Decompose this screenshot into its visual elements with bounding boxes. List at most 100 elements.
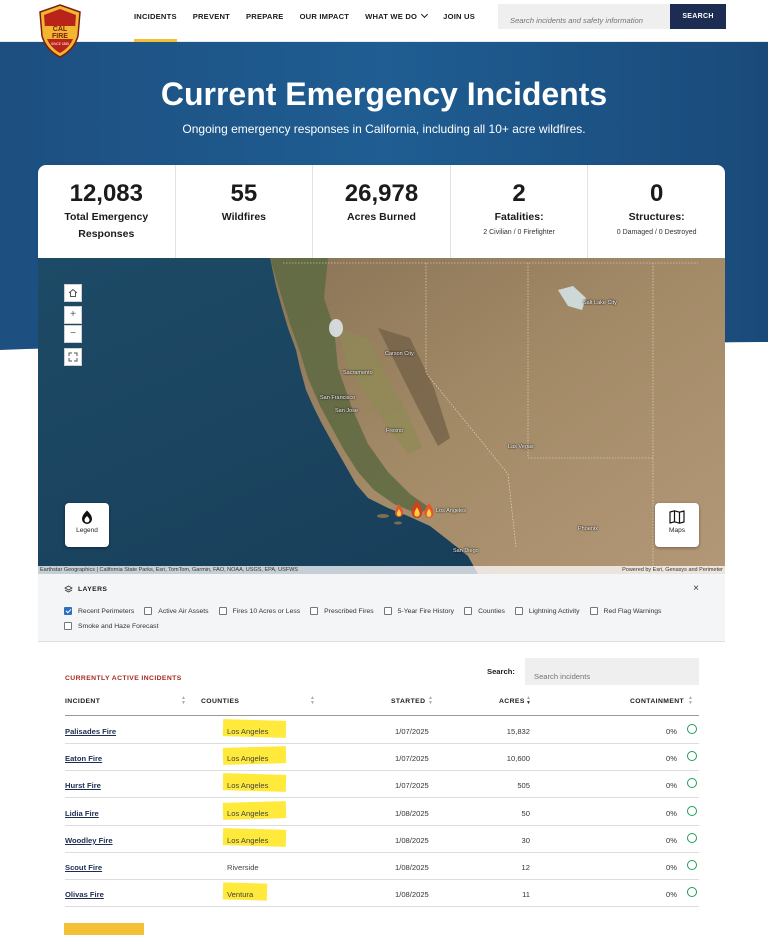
containment-ring-icon: [687, 724, 697, 734]
sort-icon[interactable]: ▲ ▼: [181, 695, 186, 706]
started-cell: 1/08/2025: [395, 835, 429, 845]
table-row[interactable]: Olivas Fire Ventura 1/08/2025 11 0%: [65, 880, 699, 908]
table-row[interactable]: Eaton Fire Los Angeles 1/07/2025 10,600 0%: [65, 744, 699, 772]
table-row[interactable]: Hurst Fire Los Angeles 1/07/2025 505 0%: [65, 771, 699, 799]
maps-button[interactable]: Maps: [655, 503, 699, 547]
view-map-button[interactable]: [64, 923, 144, 935]
containment-ring-icon: [687, 805, 697, 816]
checkbox[interactable]: [589, 607, 598, 615]
nav-prevent[interactable]: PREVENT: [185, 0, 238, 42]
stat-structures: 0 Structures: 0 Damaged / 0 Destroyed: [588, 165, 725, 258]
incident-name-link[interactable]: Olivas Fire: [65, 890, 104, 900]
incident-name-link[interactable]: Lidia Fire: [65, 808, 99, 818]
flame-icon: [82, 510, 92, 524]
started-cell: 1/07/2025: [395, 781, 429, 791]
layer-label: Smoke and Haze Forecast: [78, 622, 159, 630]
layer-label: Red Flag Warnings: [603, 607, 662, 615]
sort-icon[interactable]: ▲ ▼: [310, 695, 315, 706]
incident-name-link[interactable]: Hurst Fire: [65, 781, 101, 791]
attribution-right: Powered by Esri, Genasys and Perimeter: [622, 567, 723, 573]
table-row[interactable]: Woodley Fire Los Angeles 1/08/2025 30 0%: [65, 826, 699, 853]
fire-marker-icon[interactable]: [422, 502, 436, 520]
fullscreen-button[interactable]: [64, 348, 82, 366]
city-label: Phoenix: [578, 526, 598, 532]
svg-text:CAL: CAL: [53, 26, 68, 33]
col-started[interactable]: STARTED: [391, 698, 426, 705]
checkbox[interactable]: [64, 622, 72, 630]
containment-cell: 0%: [666, 808, 677, 818]
checkbox[interactable]: [144, 607, 153, 615]
close-icon[interactable]: ×: [693, 583, 699, 594]
checkbox[interactable]: [310, 607, 319, 615]
layer-counties[interactable]: Counties: [464, 607, 505, 615]
table-row[interactable]: Scout Fire Riverside 1/08/2025 12 0%: [65, 853, 699, 880]
maps-label: Maps: [669, 527, 685, 534]
layer-5yr-fire-history[interactable]: 5-Year Fire History: [383, 607, 455, 615]
table-search-input[interactable]: [525, 658, 699, 685]
map-home-button[interactable]: [64, 284, 82, 302]
fire-marker-icon[interactable]: [393, 504, 405, 518]
checkbox[interactable]: [464, 607, 473, 615]
svg-text:FIRE: FIRE: [52, 33, 68, 40]
stat-wildfires: 55 Wildfires: [176, 165, 314, 258]
layer-options-row-2: Smoke and Haze Forecast: [64, 622, 168, 630]
stat-value: 26,978: [344, 180, 419, 207]
checkbox[interactable]: [514, 607, 523, 615]
layer-smoke-haze[interactable]: Smoke and Haze Forecast: [64, 622, 158, 630]
layer-red-flag-warnings[interactable]: Red Flag Warnings: [589, 607, 662, 615]
incidents-table-section: CURRENTLY ACTIVE INCIDENTS Search: INCID…: [38, 642, 725, 935]
county-cell: Los Angeles: [227, 808, 269, 818]
acres-cell: 50: [521, 808, 530, 818]
stats-card: 12,083 Total Emergency Responses 55 Wild…: [38, 165, 725, 258]
nav-our-impact-label: OUR IMPACT: [299, 12, 350, 21]
table-row[interactable]: Palisades Fire Los Angeles 1/07/2025 15,832…: [65, 717, 699, 744]
checkbox[interactable]: [383, 607, 392, 615]
col-incident[interactable]: INCIDENT: [65, 698, 101, 705]
search-button[interactable]: SEARCH: [670, 4, 726, 29]
nav-what-we-do[interactable]: WHAT WE DO: [357, 0, 435, 42]
col-counties[interactable]: COUNTIES: [201, 698, 240, 705]
zoom-in-button[interactable]: +: [64, 306, 82, 324]
legend-button[interactable]: Legend: [65, 503, 109, 547]
nav-join-us[interactable]: JOIN US: [435, 0, 483, 42]
stat-value: 0: [649, 180, 664, 207]
acres-cell: 30: [521, 835, 530, 845]
zoom-out-button[interactable]: −: [64, 325, 82, 343]
incident-name-link[interactable]: Woodley Fire: [65, 835, 113, 845]
col-acres[interactable]: ACRES: [499, 698, 525, 705]
stat-label: Structures:: [628, 211, 685, 223]
layer-prescribed-fires[interactable]: Prescribed Fires: [310, 607, 374, 615]
layer-label: Lightning Activity: [528, 607, 580, 615]
incident-name-link[interactable]: Palisades Fire: [65, 727, 117, 736]
nav-our-impact[interactable]: OUR IMPACT: [292, 0, 358, 42]
layers-panel: LAYERS × Recent Perimeters Active Air As…: [38, 574, 725, 642]
nav-incidents[interactable]: INCIDENTS: [126, 0, 185, 42]
sort-icon[interactable]: ▲ ▼: [688, 695, 693, 706]
checkbox-checked[interactable]: [64, 607, 72, 615]
incident-name-link[interactable]: Scout Fire: [65, 863, 103, 872]
containment-cell: 0%: [666, 754, 677, 764]
city-label: Los Angeles: [436, 508, 466, 514]
layer-fires-10-acres[interactable]: Fires 10 Acres or Less: [218, 607, 301, 615]
fire-marker-icon[interactable]: [409, 500, 425, 520]
col-containment[interactable]: CONTAINMENT: [630, 698, 685, 705]
incident-map[interactable]: Salt Lake City Carson City Sacramento Sa…: [38, 258, 725, 574]
sort-icon[interactable]: ▲ ▼: [428, 695, 433, 706]
layer-lightning-activity[interactable]: Lightning Activity: [514, 607, 580, 615]
nav-join-us-label: JOIN US: [443, 12, 475, 21]
layer-recent-perimeters[interactable]: Recent Perimeters: [64, 607, 134, 615]
layer-label: 5-Year Fire History: [397, 607, 455, 615]
nav-prepare[interactable]: PREPARE: [238, 0, 292, 42]
checkbox[interactable]: [218, 607, 227, 615]
layer-label: Fires 10 Acres or Less: [232, 607, 301, 615]
acres-cell: 11: [522, 890, 530, 900]
sort-icon[interactable]: ▲ ▼: [526, 695, 531, 706]
calfire-logo[interactable]: CAL FIRE SINCE 1885: [38, 4, 82, 58]
incident-name-link[interactable]: Eaton Fire: [65, 754, 103, 764]
containment-ring-icon: [687, 751, 697, 762]
home-icon: [68, 288, 78, 297]
layer-active-air-assets[interactable]: Active Air Assets: [144, 607, 209, 615]
table-row[interactable]: Lidia Fire Los Angeles 1/08/2025 50 0%: [65, 799, 699, 826]
site-search-input[interactable]: [498, 4, 670, 29]
nav-prevent-label: PREVENT: [192, 12, 231, 21]
